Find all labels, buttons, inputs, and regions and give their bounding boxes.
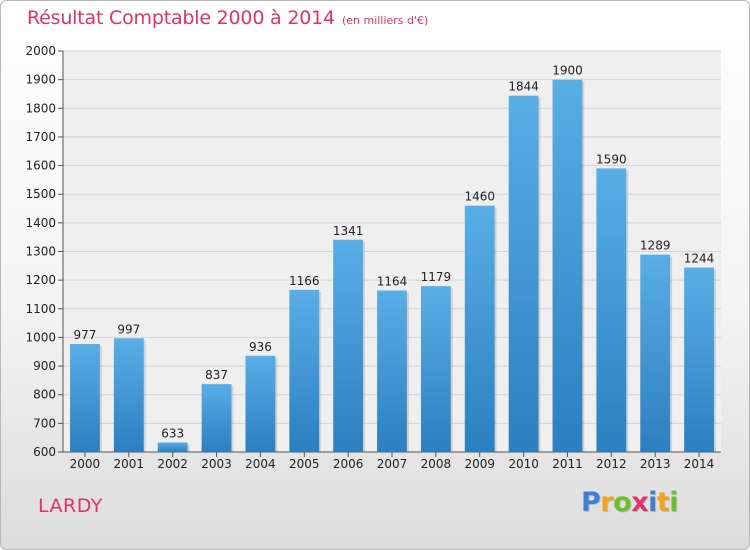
x-tick-label: 2002: [157, 457, 188, 471]
x-tick-label: 2007: [377, 457, 408, 471]
y-tick-label: 1200: [25, 273, 56, 287]
x-tick-label: 2000: [70, 457, 101, 471]
x-tick-label: 2004: [245, 457, 276, 471]
x-tick-label: 2014: [684, 457, 715, 471]
logo-letter: P: [581, 487, 601, 518]
bar-value-label: 633: [161, 427, 184, 441]
y-tick-label: 900: [33, 359, 56, 373]
y-tick-label: 1300: [25, 245, 56, 259]
x-tick-label: 2012: [596, 457, 627, 471]
bar: [552, 79, 583, 453]
bar-value-label: 1166: [289, 274, 320, 288]
bar-value-label: 1590: [596, 152, 627, 166]
x-tick-label: 2003: [201, 457, 232, 471]
bar-value-label: 1179: [421, 270, 452, 284]
logo-letter: i: [648, 487, 657, 518]
logo-letter: r: [600, 487, 614, 518]
logo-letter: x: [631, 487, 649, 518]
x-tick-label: 2006: [333, 457, 364, 471]
x-tick-label: 2013: [640, 457, 671, 471]
bar: [596, 168, 627, 452]
chart-subtitle: (en milliers d'€): [342, 14, 429, 27]
bar: [113, 338, 144, 452]
bar: [684, 267, 714, 452]
bar: [157, 442, 188, 452]
bar-value-label: 997: [117, 322, 140, 336]
x-tick-label: 2009: [464, 457, 495, 471]
bar-value-label: 977: [73, 328, 96, 342]
y-tick-label: 800: [33, 388, 56, 402]
bar-value-label: 1341: [333, 224, 364, 238]
bar: [464, 205, 495, 452]
bar: [420, 286, 451, 452]
y-tick-label: 1800: [25, 101, 56, 115]
bar: [333, 239, 364, 452]
bar-value-label: 1164: [377, 274, 408, 288]
y-tick-label: 600: [33, 445, 56, 459]
bar-value-label: 1460: [464, 190, 495, 204]
bar: [245, 355, 276, 452]
x-tick-label: 2010: [508, 457, 539, 471]
y-tick-label: 1500: [25, 187, 56, 201]
logo-letter: o: [613, 487, 632, 518]
bar-value-label: 936: [249, 340, 272, 354]
bar-value-label: 1244: [684, 252, 715, 266]
y-tick-label: 1700: [25, 130, 56, 144]
bar: [289, 289, 320, 452]
logo-letter: t: [656, 487, 670, 518]
bar-value-label: 1844: [508, 80, 539, 94]
y-tick-label: 1000: [25, 330, 56, 344]
x-tick-label: 2001: [114, 457, 145, 471]
y-tick-label: 1400: [25, 216, 56, 230]
logo-letter: i: [669, 487, 679, 518]
bar: [508, 95, 539, 452]
x-tick-label: 2005: [289, 457, 320, 471]
x-tick-label: 2011: [552, 457, 583, 471]
bar: [640, 254, 671, 452]
bar-value-label: 1900: [552, 64, 583, 78]
bar-value-label: 837: [205, 368, 228, 382]
y-tick-label: 1900: [25, 73, 56, 87]
bar: [201, 384, 232, 452]
proxiti-logo: Proxiti: [581, 487, 679, 518]
y-tick-label: 700: [33, 416, 56, 430]
x-tick-label: 2008: [421, 457, 452, 471]
bar-value-label: 1289: [640, 239, 671, 253]
y-tick-label: 2000: [25, 44, 56, 58]
commune-name: LARDY: [38, 495, 103, 517]
y-tick-label: 1100: [25, 302, 56, 316]
bar: [70, 344, 100, 452]
bar: [377, 290, 407, 452]
chart-title: Résultat Comptable 2000 à 2014: [27, 7, 335, 29]
y-tick-label: 1600: [25, 159, 56, 173]
